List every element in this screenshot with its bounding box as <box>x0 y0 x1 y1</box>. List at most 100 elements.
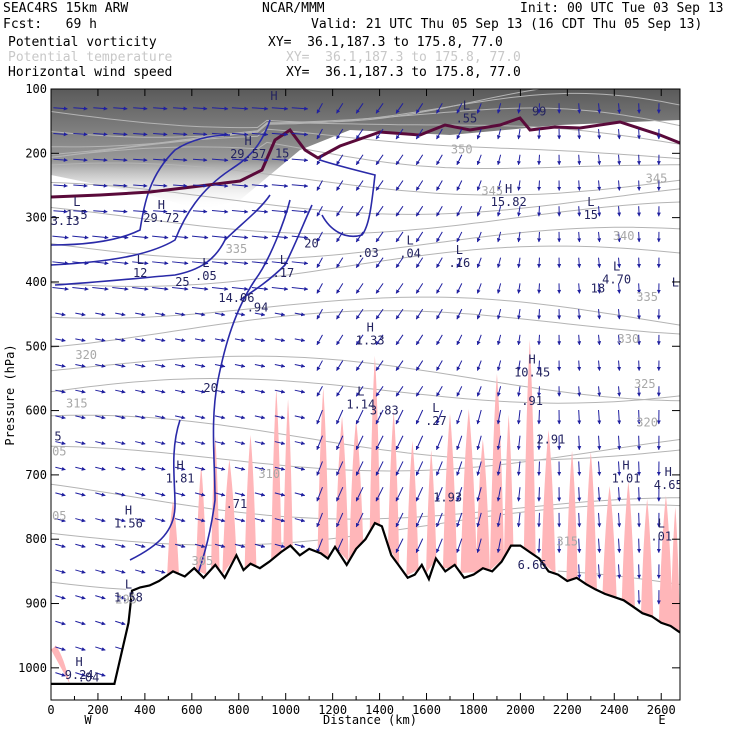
wind-arrow <box>274 441 286 446</box>
wind-arrow <box>537 386 542 397</box>
wind-arrow <box>274 338 286 343</box>
x-tick-label: 200 <box>87 703 109 717</box>
wind-arrow <box>95 492 106 497</box>
theta-label: 320 <box>75 348 97 362</box>
wind-arrow <box>577 334 582 346</box>
wind-arrow <box>436 231 443 243</box>
wind-arrow <box>336 486 344 502</box>
wind-arrow <box>271 261 289 266</box>
wind-arrow <box>135 415 146 420</box>
terrain-fill <box>51 523 680 700</box>
wind-arrow <box>517 257 521 269</box>
extremum-value: 15 <box>275 146 289 160</box>
wind-arrow <box>231 132 249 137</box>
wind-arrow <box>135 543 146 548</box>
wind-arrow <box>251 183 269 188</box>
x-tick-label: 2400 <box>600 703 629 717</box>
wind-arrow <box>234 518 246 523</box>
theta-label: 325 <box>634 377 656 391</box>
wind-arrow <box>375 385 384 397</box>
wind-arrow <box>637 309 641 320</box>
extremum-value: 10.45 <box>514 366 550 380</box>
wind-arrow <box>75 441 86 446</box>
wind-arrow <box>192 209 208 214</box>
wind-arrow <box>211 158 229 163</box>
wind-arrow <box>113 132 128 137</box>
wind-arrow <box>234 312 246 317</box>
wind-arrow <box>395 538 404 554</box>
wind-arrow <box>516 435 521 451</box>
wind-arrow <box>395 308 404 320</box>
wind-arrow <box>291 158 309 163</box>
wind-arrow <box>231 235 249 240</box>
wind-arrow <box>55 646 66 651</box>
wind-arrow <box>597 386 602 397</box>
isentrope <box>51 355 680 402</box>
wind-arrow <box>617 334 622 346</box>
wind-arrow <box>172 286 189 291</box>
x-tick-label: 2000 <box>506 703 535 717</box>
wind-arrow <box>436 257 443 268</box>
wind-arrow <box>316 386 323 397</box>
wind-arrow <box>254 543 266 548</box>
theta-label: 305 <box>45 445 67 459</box>
extremum-letter: L <box>406 234 413 248</box>
wind-arrow <box>174 518 186 523</box>
wind-arrow <box>153 132 168 137</box>
extremum-value: .04 <box>399 247 421 261</box>
wind-arrow <box>456 538 463 554</box>
wind-arrow <box>55 620 66 626</box>
wind-arrow <box>476 435 482 451</box>
wind-arrow <box>115 415 126 420</box>
wind-arrow <box>174 543 186 548</box>
wind-arrow <box>251 261 269 266</box>
extremum-value: .71 <box>226 497 248 511</box>
isentrope <box>51 296 680 326</box>
wind-arrow <box>95 569 106 574</box>
wind-arrow <box>577 309 582 320</box>
wind-arrow <box>234 415 246 420</box>
wind-arrow <box>456 409 463 425</box>
wind-arrow <box>537 461 542 476</box>
wind-arrow <box>95 338 106 343</box>
wind-arrow <box>355 386 364 397</box>
wind-arrow <box>234 363 246 368</box>
wind-arrow <box>194 543 206 548</box>
wind-arrow <box>214 441 226 446</box>
wind-arrow <box>254 363 266 368</box>
wind-arrow <box>537 435 542 451</box>
forecast-hour: Fcst: 69 h <box>3 17 97 32</box>
wind-arrow <box>316 128 323 140</box>
wind-arrow <box>291 132 309 137</box>
wind-arrow <box>192 157 208 162</box>
wind-arrow <box>617 360 622 371</box>
wind-shade <box>460 408 477 573</box>
wind-arrow <box>55 312 66 317</box>
wind-arrow <box>55 415 66 420</box>
wind-arrow <box>637 435 642 451</box>
wind-arrow <box>395 386 404 397</box>
isentrope <box>51 245 680 287</box>
wind-arrow <box>597 461 602 476</box>
wind-arrow <box>291 235 309 240</box>
wind-arrow <box>537 257 542 269</box>
wind-arrow <box>294 466 306 471</box>
wind-arrow <box>597 180 602 191</box>
field-wind-label: Horizontal wind speed <box>8 65 173 80</box>
wind-arrow <box>115 620 126 626</box>
wind-arrow <box>496 231 502 243</box>
wind-arrow <box>456 308 463 320</box>
wind-arrow <box>316 283 323 294</box>
wind-arrow <box>75 620 86 626</box>
wind-arrow <box>637 564 642 579</box>
wind-arrow <box>496 538 502 554</box>
wind-arrow <box>115 466 126 471</box>
wind-arrow <box>395 257 404 268</box>
x-axis-title: Distance (km) <box>323 713 417 727</box>
wind-arrow <box>93 106 108 111</box>
wind-arrow <box>597 283 602 294</box>
wind-arrow <box>92 286 109 291</box>
wind-arrow <box>173 209 188 214</box>
wind-arrow <box>271 209 289 214</box>
theta-label: 295 <box>115 593 137 607</box>
